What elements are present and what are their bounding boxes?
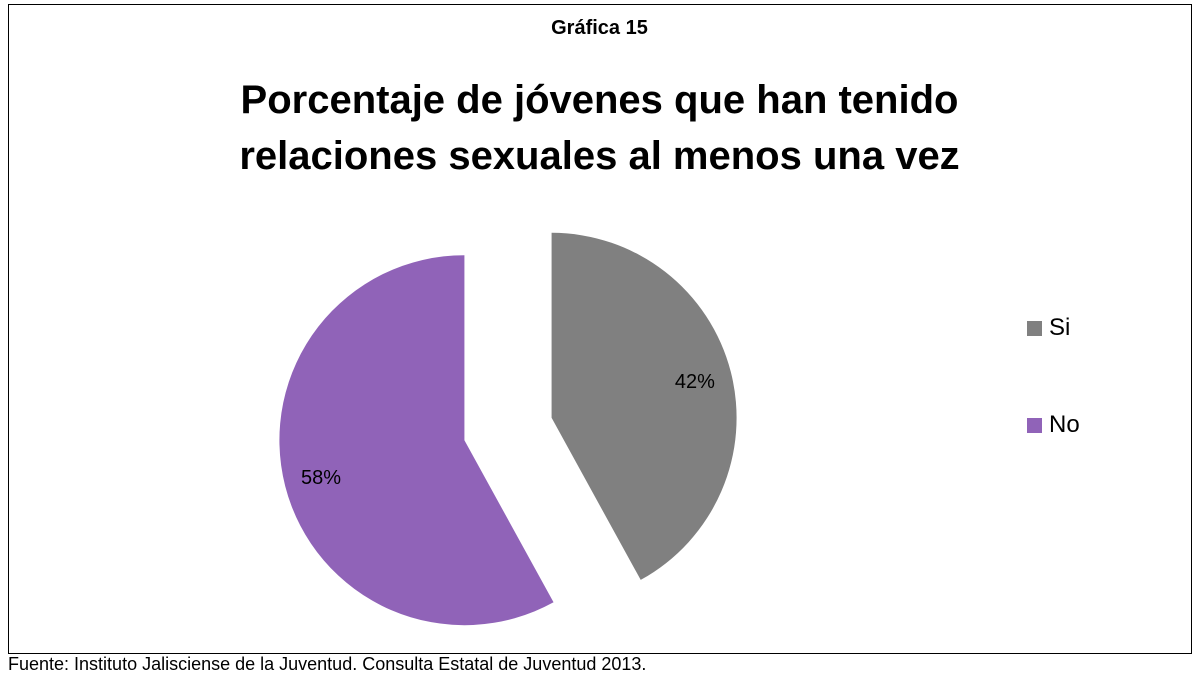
legend-label-no: No (1049, 411, 1080, 438)
legend-swatch-si (1027, 320, 1042, 336)
chart-title: Porcentaje de jóvenes que han tenido rel… (0, 72, 1199, 184)
data-label-no: 58% (301, 467, 341, 489)
legend-item-no: No (1027, 407, 1080, 443)
chart-legend: Si No (1027, 310, 1080, 504)
data-label-si: 42% (675, 371, 715, 393)
legend-item-si: Si (1027, 310, 1080, 346)
pie-slice-no (279, 255, 554, 626)
chart-title-line-1: Porcentaje de jóvenes que han tenido (240, 78, 959, 122)
chart-frame (8, 4, 1192, 654)
chart-title-line-2: relaciones sexuales al menos una vez (239, 134, 960, 178)
legend-swatch-no (1027, 417, 1042, 433)
pie-slice-si (551, 232, 737, 580)
chart-caption: Gráfica 15 (551, 17, 648, 39)
source-note: Fuente: Instituto Jalisciense de la Juve… (8, 654, 647, 674)
legend-label-si: Si (1049, 314, 1071, 341)
